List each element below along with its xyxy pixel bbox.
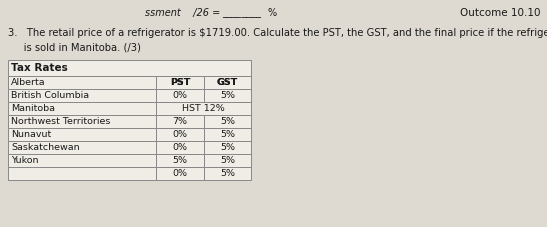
Bar [204,128,251,141]
Text: Nunavut: Nunavut [11,130,51,139]
Bar [8,128,156,141]
Text: British Columbia: British Columbia [11,91,89,100]
Text: GST: GST [217,78,238,87]
Bar [156,115,204,128]
Text: is sold in Manitoba. (/3): is sold in Manitoba. (/3) [8,42,141,52]
Text: Alberta: Alberta [11,78,45,87]
Bar [156,154,204,167]
Bar [156,89,204,102]
Text: 0%: 0% [172,169,188,178]
Text: 7%: 7% [172,117,188,126]
Bar [204,76,251,89]
Bar [8,115,156,128]
Bar [204,115,251,128]
Bar [156,141,204,154]
Text: ________: ________ [222,8,261,18]
Text: 5%: 5% [220,156,235,165]
Text: Outcome 10.10: Outcome 10.10 [459,8,540,18]
Bar [156,102,251,115]
Text: 5%: 5% [220,169,235,178]
Bar [204,76,251,89]
Text: 0%: 0% [172,91,188,100]
Bar [8,167,156,180]
Bar [8,60,251,76]
Bar [156,128,204,141]
Text: PST: PST [170,78,190,87]
Text: 0%: 0% [172,143,188,152]
Bar [204,89,251,102]
Bar [8,154,156,167]
Text: 5%: 5% [220,91,235,100]
Text: 0%: 0% [172,130,188,139]
Text: 5%: 5% [220,130,235,139]
Text: GST: GST [217,78,238,87]
Text: PST: PST [170,78,190,87]
Text: ssment    /26 =: ssment /26 = [145,8,220,18]
Text: Northwest Territories: Northwest Territories [11,117,110,126]
Bar [156,76,204,89]
Bar [204,167,251,180]
Bar [204,154,251,167]
Bar [8,76,156,89]
Text: HST 12%: HST 12% [182,104,225,113]
Text: 5%: 5% [220,143,235,152]
Bar [8,89,156,102]
Text: Manitoba: Manitoba [11,104,55,113]
Text: Saskatchewan: Saskatchewan [11,143,80,152]
Bar [204,141,251,154]
Text: 5%: 5% [220,117,235,126]
Bar [8,76,156,89]
Bar [156,167,204,180]
Bar [156,76,204,89]
Text: %: % [268,8,277,18]
Bar [8,141,156,154]
Text: 5%: 5% [172,156,188,165]
Text: Yukon: Yukon [11,156,38,165]
Text: 3.   The retail price of a refrigerator is $1719.00. Calculate the PST, the GST,: 3. The retail price of a refrigerator is… [8,28,547,38]
Bar [8,102,156,115]
Text: Tax Rates: Tax Rates [11,63,68,73]
